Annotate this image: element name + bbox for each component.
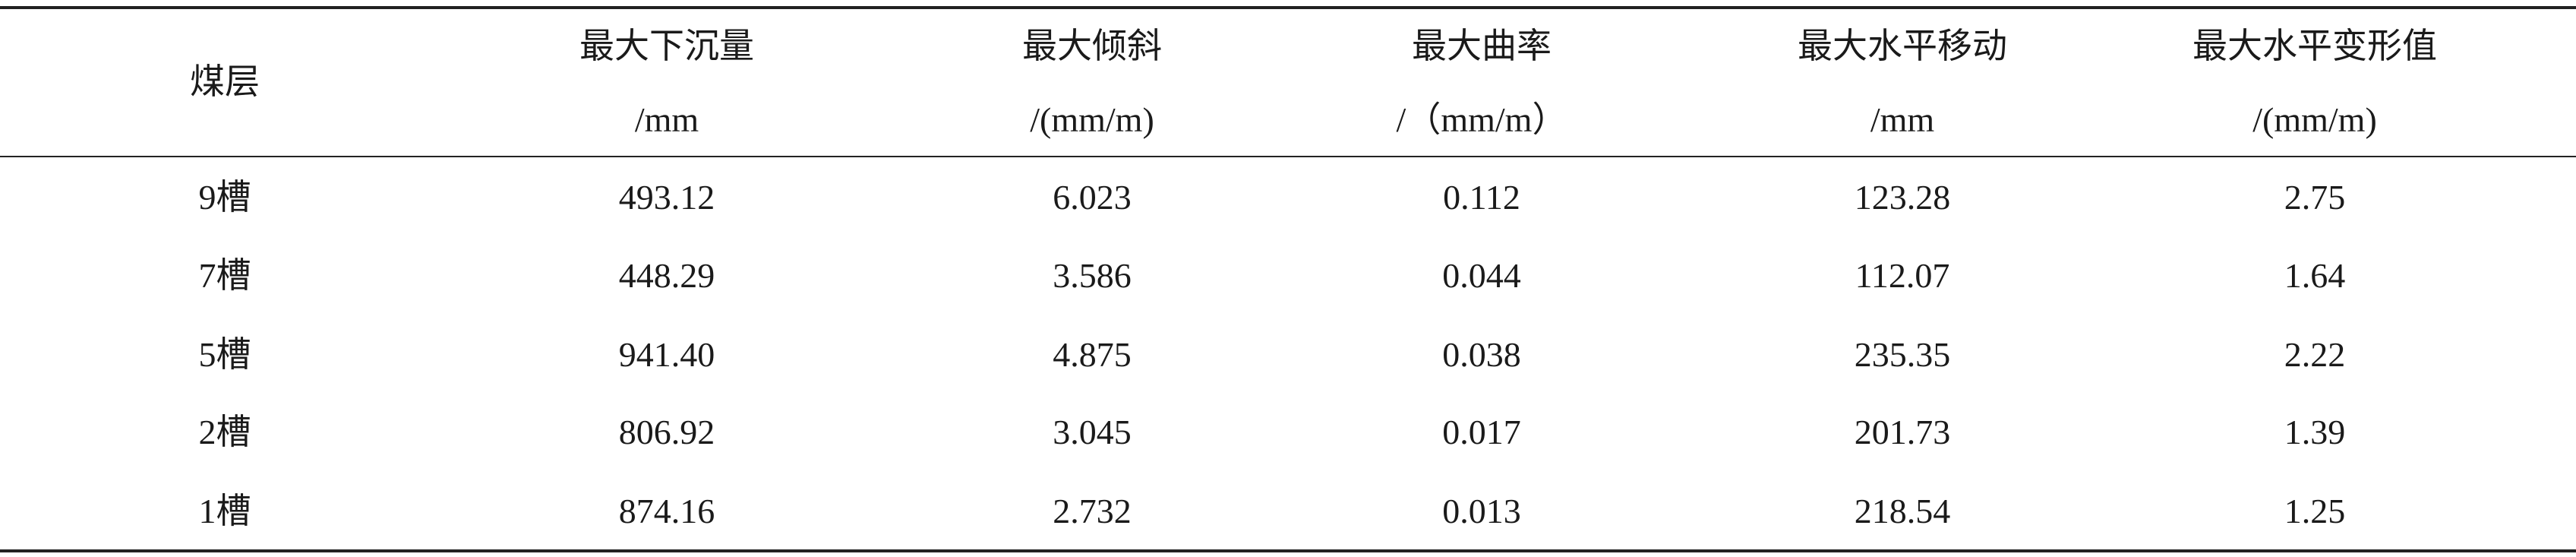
cell: 7槽 — [198, 256, 251, 295]
cell: 1.39 — [2284, 413, 2346, 451]
header-unit: /（mm/m） — [1396, 100, 1567, 139]
header-title: 煤层 — [190, 62, 260, 101]
cell: 123.28 — [1854, 178, 1951, 217]
header-title: 最大倾斜 — [1022, 27, 1162, 65]
cell: 806.92 — [618, 413, 715, 451]
cell: 0.017 — [1442, 413, 1521, 451]
cell: 3.045 — [1053, 413, 1132, 451]
header-title: 最大下沉量 — [579, 27, 754, 65]
header-unit: /mm — [1870, 100, 1935, 139]
bottom-rule — [0, 549, 2576, 552]
header-title: 最大水平变形值 — [2192, 27, 2437, 65]
cell: 493.12 — [618, 178, 715, 217]
cell: 448.29 — [618, 256, 715, 295]
cell: 0.013 — [1442, 492, 1521, 530]
header-title: 最大曲率 — [1412, 27, 1552, 65]
cell: 874.16 — [618, 492, 715, 530]
cell: 3.586 — [1053, 256, 1132, 295]
header-rule — [0, 156, 2576, 157]
header-unit: /mm — [634, 100, 699, 139]
cell: 1.64 — [2284, 256, 2346, 295]
cell: 4.875 — [1053, 335, 1132, 374]
cell: 2.22 — [2284, 335, 2346, 374]
cell: 201.73 — [1854, 413, 1951, 451]
header-unit: /(mm/m) — [2252, 100, 2377, 139]
cell: 112.07 — [1855, 256, 1950, 295]
cell: 6.023 — [1053, 178, 1132, 217]
header-unit: /(mm/m) — [1030, 100, 1154, 139]
cell: 2.75 — [2284, 178, 2346, 217]
cell: 0.112 — [1443, 178, 1520, 217]
top-rule — [0, 6, 2576, 9]
cell: 0.044 — [1442, 256, 1521, 295]
cell: 941.40 — [618, 335, 715, 374]
cell: 218.54 — [1854, 492, 1951, 530]
cell: 1.25 — [2284, 492, 2346, 530]
cell: 1槽 — [198, 492, 251, 530]
cell: 5槽 — [198, 335, 251, 374]
cell: 2槽 — [198, 413, 251, 451]
cell: 9槽 — [198, 178, 251, 217]
cell: 2.732 — [1053, 492, 1132, 530]
cell: 235.35 — [1854, 335, 1951, 374]
cell: 0.038 — [1442, 335, 1521, 374]
header-title: 最大水平移动 — [1798, 27, 2007, 65]
